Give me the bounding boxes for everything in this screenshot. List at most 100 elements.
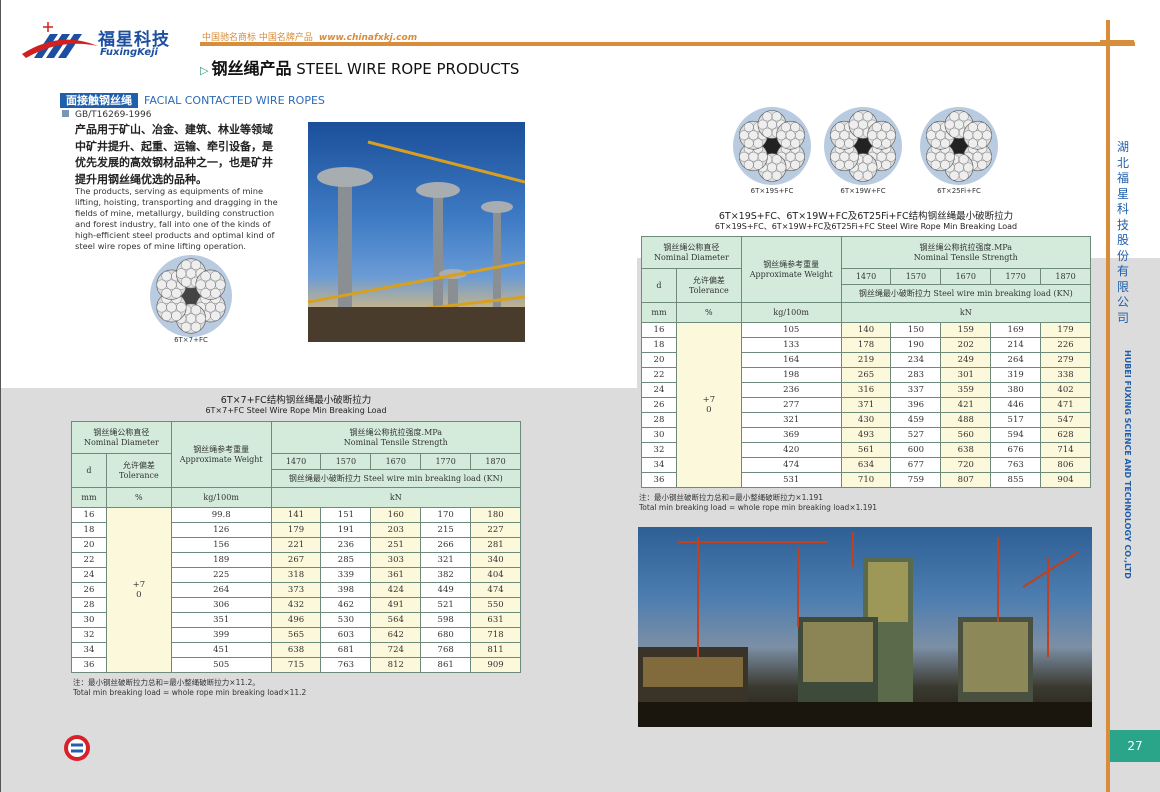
table-row: 18 126 179 191 203 215 227: [71, 522, 521, 538]
load-cell: 160: [370, 507, 422, 523]
weight-cell: 321: [740, 412, 842, 428]
table-row: 16 +7 0 99.8 141 151 160 170 180: [71, 507, 521, 673]
rope-cross-section-25fi: [920, 107, 998, 185]
weight-cell: 225: [170, 567, 272, 583]
weight-cell: 133: [740, 337, 842, 353]
header-d: d: [641, 268, 677, 303]
rope-cross-section-19w: [824, 107, 902, 185]
diameter-cell: 34: [71, 642, 107, 658]
load-cell: 285: [320, 552, 372, 568]
diameter-cell: 18: [71, 522, 107, 538]
diameter-cell: 30: [641, 427, 677, 443]
load-cell: 638: [940, 442, 992, 458]
slogan-text: 中国驰名商标 中国名牌产品: [202, 33, 313, 43]
unit-kn: kN: [270, 487, 522, 508]
load-cell: 359: [940, 382, 992, 398]
weight-cell: 505: [170, 657, 272, 673]
load-cell: 763: [990, 457, 1042, 473]
load-cell: 560: [940, 427, 992, 443]
weight-cell: 99.8: [170, 507, 272, 523]
table-row: 20 156 221 236 251 266 281: [71, 537, 521, 553]
description-en: The products, serving as equipments of m…: [75, 186, 278, 251]
load-cell: 265: [840, 367, 892, 383]
load-cell: 681: [320, 642, 372, 658]
load-cell: 421: [940, 397, 992, 413]
unit-kn: kN: [840, 302, 1092, 323]
diameter-cell: 16: [71, 507, 107, 523]
load-cell: 807: [940, 472, 992, 488]
header-approx-weight: 钢丝绳参考重量 Approximate Weight: [740, 236, 842, 303]
diameter-cell: 24: [71, 567, 107, 583]
load-cell: 530: [320, 612, 372, 628]
note-cn: 注：最小钢丝破断拉力总和=最小整绳破断拉力×11.2。: [73, 678, 260, 687]
load-cell: 861: [420, 657, 472, 673]
diameter-cell: 20: [641, 352, 677, 368]
load-cell: 321: [420, 552, 472, 568]
rope-caption-25fi: 6T×25Fi+FC: [937, 187, 981, 195]
table-left-title: 6T×7+FC结构钢丝绳最小破断拉力 6T×7+FC Steel Wire Rop…: [71, 396, 521, 416]
load-cell: 676: [990, 442, 1042, 458]
load-cell: 227: [470, 522, 521, 538]
rope-caption-19s: 6T×19S+FC: [750, 187, 794, 195]
grade-header: 1870: [1040, 268, 1091, 285]
diameter-cell: 32: [641, 442, 677, 458]
load-cell: 214: [990, 337, 1042, 353]
diameter-cell: 16: [641, 322, 677, 338]
section-heading: 面接触钢丝绳 FACIAL CONTACTED WIRE ROPES: [60, 92, 325, 108]
load-cell: 724: [370, 642, 422, 658]
website-link[interactable]: www.chinafxkj.com: [318, 33, 418, 43]
load-cell: 140: [840, 322, 892, 338]
grade-header: 1470: [270, 453, 322, 470]
weight-cell: 531: [740, 472, 842, 488]
weight-cell: 277: [740, 397, 842, 413]
load-cell: 380: [990, 382, 1042, 398]
table-right-note: 注：最小钢丝破断拉力总和=最小整绳破断拉力×1.191 Total min bre…: [639, 493, 877, 513]
weight-cell: 474: [740, 457, 842, 473]
load-cell: 264: [990, 352, 1042, 368]
diameter-cell: 26: [641, 397, 677, 413]
grade-header: 1870: [470, 453, 521, 470]
page-number: 27: [1110, 730, 1160, 762]
grade-header: 1570: [320, 453, 372, 470]
weight-cell: 420: [740, 442, 842, 458]
table-row: 36 531 710 759 807 855 904: [641, 472, 1091, 488]
grade-header: 1470: [840, 268, 892, 285]
certification-logo-icon: [64, 735, 90, 761]
diameter-cell: 30: [71, 612, 107, 628]
load-cell: 904: [1040, 472, 1091, 488]
side-rule: [1106, 20, 1110, 792]
load-cell: 638: [270, 642, 322, 658]
load-cell: 215: [420, 522, 472, 538]
header-tensile-strength: 钢丝绳公称抗拉强度.MPa Nominal Tensile Strength: [270, 421, 522, 454]
load-cell: 221: [270, 537, 322, 553]
load-cell: 141: [270, 507, 322, 523]
load-cell: 715: [270, 657, 322, 673]
table-row: 36 505 715 763 812 861 909: [71, 657, 521, 673]
brand-name-en: FuxingKeji: [100, 47, 158, 58]
unit-percent: %: [675, 302, 742, 323]
rope-caption-left: 6T×7+FC: [174, 336, 208, 344]
load-cell: 267: [270, 552, 322, 568]
weight-cell: 189: [170, 552, 272, 568]
note-en: Total min breaking load = whole rope min…: [73, 688, 307, 697]
weight-cell: 126: [170, 522, 272, 538]
load-cell: 628: [1040, 427, 1091, 443]
load-cell: 179: [270, 522, 322, 538]
header-nominal-diameter: 钢丝绳公称直径 Nominal Diameter: [71, 421, 172, 454]
table-row: 16 +7 0 105 140 150 159 169 179: [641, 322, 1091, 488]
header-tensile-strength: 钢丝绳公称抗拉强度.MPa Nominal Tensile Strength: [840, 236, 1092, 269]
load-cell: 430: [840, 412, 892, 428]
diameter-cell: 36: [641, 472, 677, 488]
header-approx-weight: 钢丝绳参考重量 Approximate Weight: [170, 421, 272, 488]
diameter-cell: 22: [641, 367, 677, 383]
table-row: 32 399 565 603 642 680 718: [71, 627, 521, 643]
grade-header: 1570: [890, 268, 942, 285]
weight-cell: 264: [170, 582, 272, 598]
load-cell: 491: [370, 597, 422, 613]
company-name-en: HUBEI FUXING SCIENCE AND TECHNOLOGY CO.,…: [1123, 350, 1132, 579]
grade-header: 1770: [420, 453, 472, 470]
note-en: Total min breaking load = whole rope min…: [639, 503, 878, 512]
load-cell: 318: [270, 567, 322, 583]
weight-cell: 306: [170, 597, 272, 613]
load-cell: 677: [890, 457, 942, 473]
